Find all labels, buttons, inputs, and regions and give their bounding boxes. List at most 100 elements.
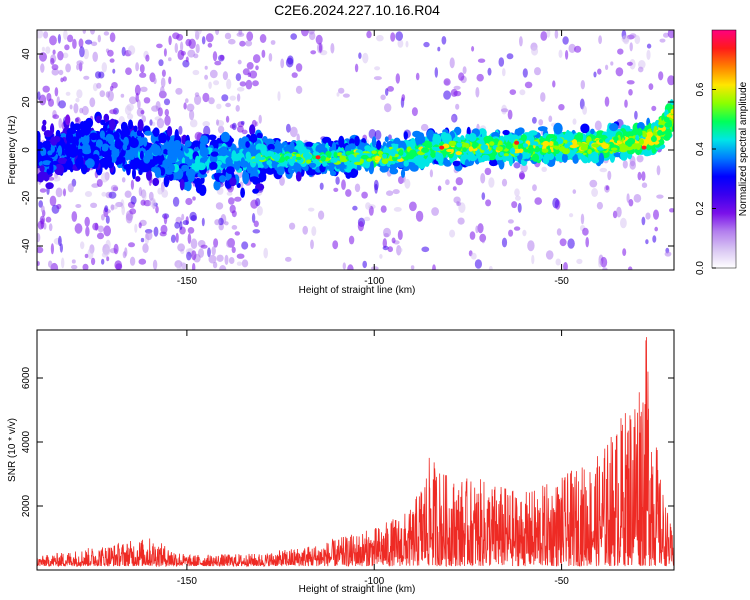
heatmap-cell: [64, 44, 70, 51]
heatmap-cell: [236, 93, 241, 102]
heatmap-cell: [423, 41, 430, 48]
heatmap-cell: [455, 151, 462, 156]
heatmap-cell: [39, 165, 45, 173]
heatmap-cell: [84, 216, 90, 227]
heatmap-cell: [330, 157, 338, 163]
heatmap-cell: [295, 63, 303, 72]
heatmap-cell: [102, 156, 110, 168]
heatmap-cell: [176, 262, 181, 270]
heatmap-cell: [540, 92, 546, 102]
heatmap-cell: [103, 113, 110, 123]
heatmap-cell: [94, 222, 99, 231]
heatmap-cell: [475, 87, 480, 98]
heatmap-cell: [56, 203, 62, 210]
heatmap-cell: [180, 41, 184, 52]
heatmap-cell: [558, 104, 565, 111]
heatmap-cell: [202, 92, 210, 103]
heatmap-cell: [55, 187, 63, 198]
heatmap-cell: [38, 171, 48, 177]
heatmap-cell: [458, 72, 465, 81]
heatmap-cell: [598, 138, 604, 144]
heatmap-cell: [513, 162, 521, 169]
heatmap-cell: [520, 134, 527, 142]
heatmap-cell: [514, 140, 520, 145]
heatmap-cell: [91, 41, 98, 47]
heatmap-cell: [255, 65, 259, 71]
heatmap-cell: [576, 132, 584, 142]
heatmap-cell: [83, 48, 89, 60]
heatmap-cell: [379, 165, 389, 173]
heatmap-cell: [204, 65, 208, 70]
heatmap-cell: [202, 121, 210, 127]
heatmap-cell: [128, 242, 135, 248]
x-tick-label: -100: [364, 576, 384, 587]
heatmap-cell: [130, 195, 137, 205]
heatmap-cell: [651, 105, 657, 112]
heatmap-cell: [546, 30, 551, 38]
heatmap-cell: [49, 35, 57, 46]
heatmap-cell: [383, 227, 391, 238]
snr-y-axis: 2000 4000 6000: [21, 366, 674, 517]
heatmap-x-axis-label: Height of straight line (km): [299, 285, 416, 296]
heatmap-cell: [590, 128, 595, 135]
heatmap-cell: [143, 154, 151, 164]
heatmap-cell: [256, 132, 262, 139]
heatmap-cell: [664, 122, 673, 128]
heatmap-cell: [292, 162, 301, 172]
heatmap-cell: [66, 150, 71, 160]
heatmap-cell: [336, 92, 340, 97]
heatmap-cell: [41, 124, 47, 132]
heatmap-cell: [593, 71, 597, 78]
heatmap-cell: [216, 103, 222, 110]
colorbar-tick-label: 0.0: [695, 261, 706, 275]
heatmap-cell: [192, 262, 196, 270]
heatmap-cell: [398, 149, 404, 156]
heatmap-cell: [667, 75, 674, 86]
heatmap-cell: [139, 72, 147, 78]
heatmap-cell: [589, 152, 599, 162]
heatmap-cell: [91, 257, 96, 266]
heatmap-cell: [489, 158, 498, 167]
heatmap-cell: [184, 180, 192, 192]
y-tick-label: -20: [21, 190, 32, 205]
heatmap-cell: [532, 141, 539, 146]
heatmap-cell: [249, 133, 258, 143]
heatmap-cell: [219, 54, 225, 61]
heatmap-cell: [449, 229, 456, 238]
heatmap-cell: [519, 89, 526, 96]
heatmap-cell: [405, 40, 409, 48]
heatmap-cell: [295, 156, 302, 161]
heatmap-cell: [432, 134, 442, 145]
heatmap-cell: [622, 248, 627, 256]
heatmap-cell: [500, 108, 509, 113]
heatmap-cell: [259, 34, 267, 43]
colorbar-label: Normalized spectral amplitude: [738, 81, 749, 216]
heatmap-cell: [398, 247, 403, 253]
heatmap-cell: [221, 94, 229, 102]
heatmap-cell: [117, 156, 123, 165]
heatmap-cell: [499, 161, 505, 168]
heatmap-cell: [555, 258, 561, 266]
heatmap-cell: [443, 78, 451, 86]
heatmap-x-axis: -150 -100 -50: [177, 30, 569, 287]
heatmap-cell: [261, 49, 266, 58]
heatmap-cell: [48, 223, 53, 232]
heatmap-cell: [307, 169, 316, 176]
heatmap-cell: [217, 125, 225, 134]
heatmap-cell: [96, 232, 105, 240]
x-tick-label: -150: [177, 276, 197, 287]
heatmap-cell: [142, 243, 149, 254]
heatmap-cell: [215, 30, 220, 36]
heatmap-cell: [620, 217, 627, 229]
heatmap-cell: [46, 92, 52, 102]
heatmap-cell: [295, 171, 302, 182]
heatmap-cell: [189, 119, 198, 128]
heatmap-cell: [78, 38, 84, 48]
heatmap-cell: [263, 247, 269, 259]
heatmap-cell: [41, 46, 46, 52]
heatmap-cell: [82, 30, 86, 34]
heatmap-cell: [77, 153, 84, 166]
heatmap-cell: [168, 57, 172, 62]
heatmap-cell: [237, 59, 242, 65]
heatmap-cell: [474, 259, 482, 269]
